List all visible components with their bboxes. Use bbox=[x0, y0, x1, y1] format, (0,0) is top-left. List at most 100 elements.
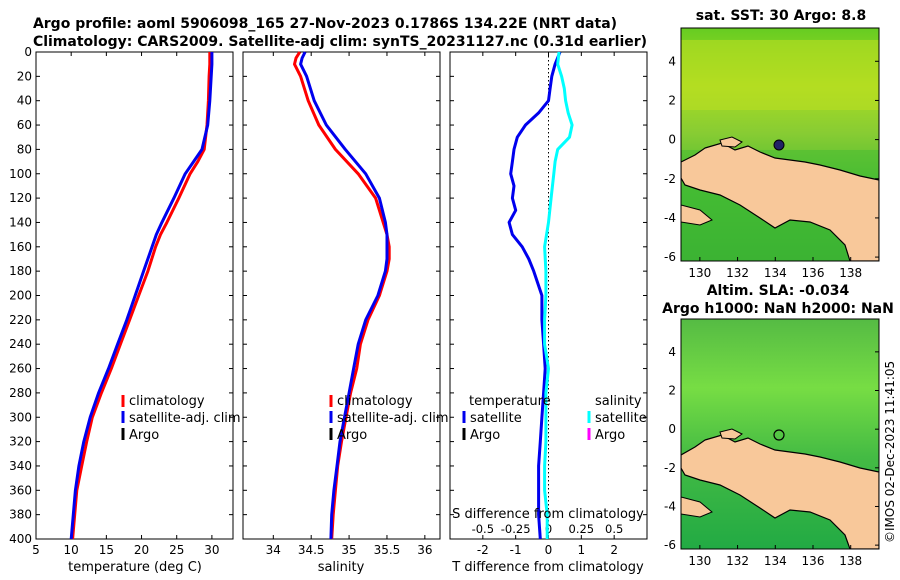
salinity-axes bbox=[242, 51, 441, 540]
series-line-t-satellite bbox=[507, 51, 562, 540]
map-y-tick-label: -4 bbox=[664, 211, 676, 225]
x-tick-label: 0 bbox=[545, 543, 553, 557]
salinity-xlabel: salinity bbox=[318, 560, 365, 575]
x-tick-label: 15 bbox=[99, 543, 114, 557]
map-y-tick-label: -6 bbox=[664, 250, 676, 264]
legend-argo-label: Argo bbox=[129, 428, 159, 443]
map-x-tick-label: 136 bbox=[802, 554, 825, 568]
x-tick-label: 36 bbox=[417, 543, 432, 557]
map-x-tick-label: 132 bbox=[726, 554, 749, 568]
legend-climatology-label: climatology bbox=[337, 394, 413, 409]
map-x-tick-label: 130 bbox=[688, 266, 711, 280]
depth-tick-label: 180 bbox=[9, 264, 32, 278]
legend-satellite-label: satellite-adj. clim bbox=[129, 411, 241, 426]
figure-title-line2: Climatology: CARS2009. Satellite-adj cli… bbox=[33, 34, 647, 50]
map-y-tick-label: 4 bbox=[668, 345, 676, 359]
s-tick-label: 0.25 bbox=[569, 522, 595, 536]
depth-tick-label: 20 bbox=[17, 69, 32, 83]
legend-satellite-label: satellite-adj. clim bbox=[337, 411, 449, 426]
depth-tick-label: 160 bbox=[9, 240, 32, 254]
temperature-legend: climatology satellite-adj. clim Argo bbox=[121, 394, 241, 443]
x-tick-label: 5 bbox=[32, 543, 40, 557]
difference-legend: temperature satellite Argo salinity sate… bbox=[462, 394, 647, 443]
depth-tick-label: 200 bbox=[9, 289, 32, 303]
new-guinea-land bbox=[681, 142, 879, 261]
depth-tick-label: 340 bbox=[9, 459, 32, 473]
s-tick-label: -0.25 bbox=[501, 522, 531, 536]
imos-timestamp: ©IMOS 02-Dec-2023 11:41:05 bbox=[883, 361, 897, 543]
island-west bbox=[681, 204, 713, 226]
depth-tick-label: 280 bbox=[9, 386, 32, 400]
difference-xlabel: T difference from climatology bbox=[451, 560, 644, 575]
map-x-tick-label: 136 bbox=[802, 266, 825, 280]
depth-tick-label: 300 bbox=[9, 410, 32, 424]
depth-tick-label: 220 bbox=[9, 313, 32, 327]
legend-s-argo-label: Argo bbox=[595, 428, 625, 443]
map-x-tick-label: 138 bbox=[839, 554, 862, 568]
map-x-tick-label: 138 bbox=[839, 266, 862, 280]
depth-tick-label: 260 bbox=[9, 362, 32, 376]
x-tick-label: 34 bbox=[266, 543, 281, 557]
island-north bbox=[719, 428, 743, 440]
legend-s-satellite-label: satellite bbox=[595, 411, 647, 426]
depth-tick-label: 240 bbox=[9, 337, 32, 351]
depth-tick-label: 60 bbox=[17, 118, 32, 132]
sla-map-title: Altim. SLA: -0.034 bbox=[707, 283, 850, 299]
map-x-tick-label: 130 bbox=[688, 554, 711, 568]
x-tick-label: 35 bbox=[341, 543, 356, 557]
x-tick-label: 25 bbox=[169, 543, 184, 557]
depth-tick-label: 360 bbox=[9, 483, 32, 497]
depth-tick-label: 380 bbox=[9, 508, 32, 522]
sla-map bbox=[681, 319, 879, 549]
new-guinea-land bbox=[681, 434, 879, 549]
temperature-xlabel: temperature (deg C) bbox=[68, 560, 202, 575]
sst-warm-patch bbox=[681, 40, 879, 110]
x-tick-label: 35.5 bbox=[374, 543, 401, 557]
island-north bbox=[719, 136, 743, 148]
map-x-tick-label: 132 bbox=[726, 266, 749, 280]
sla-map-subtitle: Argo h1000: NaN h2000: NaN bbox=[662, 301, 894, 317]
sst-map bbox=[681, 28, 879, 261]
depth-tick-label: 140 bbox=[9, 215, 32, 229]
s-tick-label: -0.5 bbox=[472, 522, 494, 536]
x-tick-label: 30 bbox=[204, 543, 219, 557]
legend-argo-label: Argo bbox=[337, 428, 367, 443]
depth-tick-label: 0 bbox=[24, 45, 32, 59]
x-tick-label: 34.5 bbox=[298, 543, 325, 557]
figure-title-line1: Argo profile: aoml 5906098_165 27-Nov-20… bbox=[33, 16, 617, 32]
x-tick-label: 1 bbox=[578, 543, 586, 557]
depth-tick-label: 100 bbox=[9, 167, 32, 181]
map-y-tick-label: -6 bbox=[664, 538, 676, 552]
s-difference-label: S difference from climatology bbox=[452, 507, 644, 522]
legend-temperature-title: temperature bbox=[469, 394, 551, 409]
map-y-tick-label: -2 bbox=[664, 461, 676, 475]
map-y-tick-label: 2 bbox=[668, 384, 676, 398]
map-y-tick-label: -2 bbox=[664, 172, 676, 186]
series-line-s-satellite bbox=[543, 51, 574, 539]
legend-salinity-title: salinity bbox=[595, 394, 642, 409]
x-tick-label: -1 bbox=[510, 543, 522, 557]
depth-tick-label: 320 bbox=[9, 435, 32, 449]
series-line-satellite bbox=[299, 51, 389, 540]
x-tick-label: 2 bbox=[610, 543, 618, 557]
sla-argo-marker bbox=[773, 429, 785, 441]
legend-t-argo-label: Argo bbox=[470, 428, 500, 443]
depth-tick-label: 80 bbox=[17, 142, 32, 156]
map-y-tick-label: 0 bbox=[668, 133, 676, 147]
depth-tick-label: 400 bbox=[9, 532, 32, 546]
legend-t-satellite-label: satellite bbox=[470, 411, 522, 426]
depth-tick-label: 120 bbox=[9, 191, 32, 205]
map-y-tick-label: 4 bbox=[668, 54, 676, 68]
sst-argo-marker bbox=[773, 139, 785, 151]
series-line-satellite bbox=[69, 52, 214, 540]
legend-climatology-label: climatology bbox=[129, 394, 205, 409]
x-tick-label: -2 bbox=[477, 543, 489, 557]
map-x-tick-label: 134 bbox=[764, 554, 787, 568]
sst-map-title: sat. SST: 30 Argo: 8.8 bbox=[696, 8, 866, 24]
map-y-tick-label: 0 bbox=[668, 422, 676, 436]
sst-map-frame bbox=[680, 27, 880, 262]
sla-map-frame bbox=[680, 318, 880, 550]
map-y-tick-label: -4 bbox=[664, 499, 676, 513]
x-tick-label: 10 bbox=[64, 543, 79, 557]
island-west bbox=[681, 496, 713, 518]
